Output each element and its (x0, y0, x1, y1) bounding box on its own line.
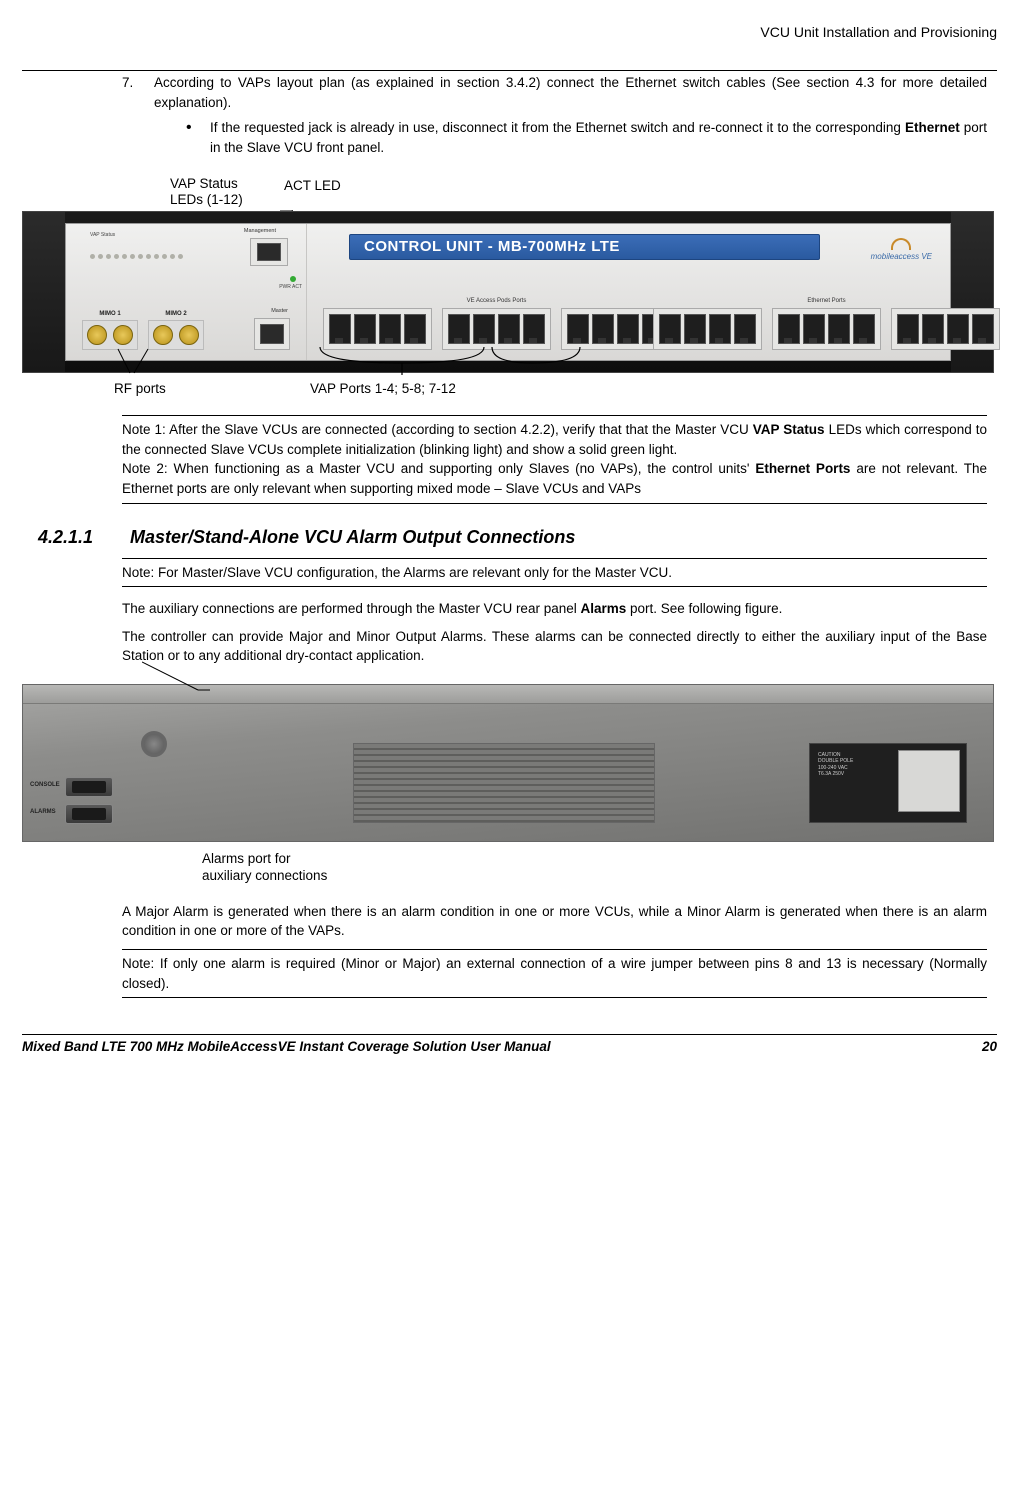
figure-2: CONSOLE ALARMS CAUTION DOUBLE POLE 100-2… (22, 684, 997, 892)
master-label: Master (271, 308, 288, 316)
footer-rule (22, 1034, 997, 1035)
vap-status-label: VAP Status (90, 232, 115, 239)
bullet-1: • If the requested jack is already in us… (186, 118, 987, 157)
alarms-port: ALARMS (65, 804, 113, 824)
vap-section-label: VE Access Pods Ports (323, 297, 670, 306)
section-number: 4.2.1.1 (38, 524, 130, 550)
power-supply: CAUTION DOUBLE POLE 100-240 VAC T6.3A 25… (809, 743, 967, 823)
item7-text-mid: ) connect the Ethernet switch cables (Se… (536, 75, 856, 90)
paragraph-1: The auxiliary connections are performed … (122, 599, 987, 619)
header-rule (22, 70, 997, 71)
eth-ports-section: Ethernet Ports (653, 297, 1000, 351)
list-number: 7. (122, 73, 154, 157)
eth-section-label: Ethernet Ports (653, 297, 1000, 306)
pwr-label: PWR ACT (279, 284, 302, 291)
vap-status-leds (90, 254, 183, 259)
pwr-led (290, 276, 296, 282)
figure-1: VAP Status LEDs (1-12) ACT LED VAP Statu… (22, 176, 997, 404)
callout-vap-ports: VAP Ports 1-4; 5-8; 7-12 (310, 379, 456, 399)
section-title: Master/Stand-Alone VCU Alarm Output Conn… (130, 524, 575, 550)
logo: mobileaccess VE (871, 238, 932, 263)
vent-grille (353, 743, 655, 823)
bullet-before: If the requested jack is already in use,… (210, 120, 905, 135)
footer-page: 20 (982, 1037, 997, 1057)
note-box-1: Note 1: After the Slave VCUs are connect… (122, 415, 987, 503)
ground-lug (141, 731, 167, 757)
content-body: 7. According to VAPs layout plan (as exp… (22, 73, 997, 157)
bullet-bold: Ethernet (905, 120, 960, 135)
device-rear-panel: CONSOLE ALARMS CAUTION DOUBLE POLE 100-2… (22, 684, 994, 842)
management-port (250, 238, 288, 266)
note-box-3: Note: If only one alarm is required (Min… (122, 949, 987, 998)
title-bar: CONTROL UNIT - MB-700MHz LTE (349, 234, 820, 260)
fig2-callout-1: Alarms port for (202, 851, 291, 866)
mimo2-label: MIMO 2 (148, 310, 204, 319)
callout-rf-ports: RF ports (114, 379, 166, 399)
bullet-mark: • (186, 118, 210, 157)
note-box-2: Note: For Master/Slave VCU configuration… (122, 558, 987, 588)
callout-vap-status-1: VAP Status (170, 176, 238, 191)
item7-ref1: 3.4.2 (506, 75, 536, 90)
callout-vap-status-2: LEDs (1-12) (170, 192, 243, 207)
section-heading: 4.2.1.1 Master/Stand-Alone VCU Alarm Out… (38, 524, 987, 550)
callout-act-led: ACT LED (284, 176, 341, 210)
item7-text-before: According to VAPs layout plan (as explai… (154, 75, 506, 90)
console-port: CONSOLE (65, 777, 113, 797)
mimo1-label: MIMO 1 (82, 310, 138, 319)
fig2-leader-line (142, 642, 342, 702)
fig2-callout-2: auxiliary connections (202, 868, 327, 883)
paragraph-3: A Major Alarm is generated when there is… (122, 902, 987, 941)
serial-ports: CONSOLE ALARMS (65, 777, 113, 831)
header-title: VCU Unit Installation and Provisioning (22, 22, 997, 42)
item7-ref2: 4.3 (856, 75, 875, 90)
management-label: Management (244, 228, 276, 236)
list-item-7: 7. According to VAPs layout plan (as exp… (122, 73, 987, 157)
footer-title: Mixed Band LTE 700 MHz MobileAccessVE In… (22, 1037, 551, 1057)
